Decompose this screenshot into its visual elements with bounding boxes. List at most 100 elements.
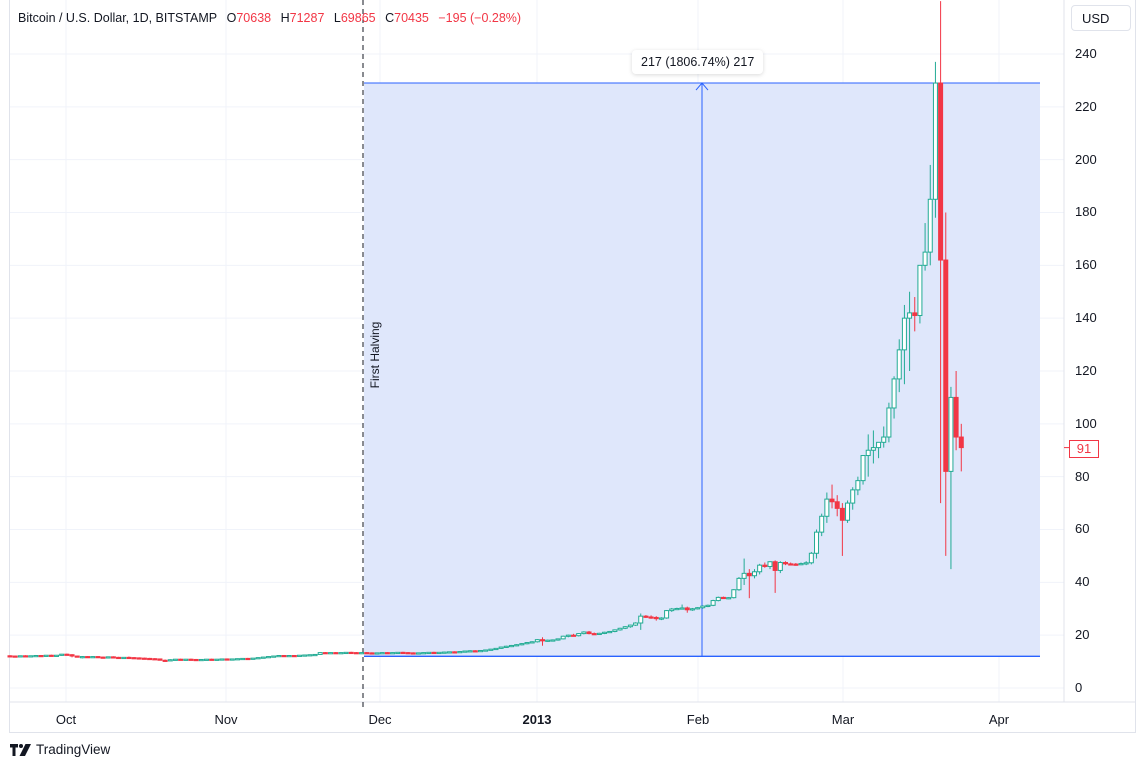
- candle-up: [664, 610, 670, 619]
- candle-up: [705, 604, 711, 608]
- candle-up: [581, 631, 587, 635]
- candle-up: [865, 449, 871, 457]
- candle-down: [7, 655, 13, 658]
- candle-up: [948, 396, 954, 472]
- candle-down: [38, 655, 44, 658]
- candle-up: [488, 648, 494, 651]
- candle-up: [477, 649, 483, 653]
- candle-up: [845, 502, 851, 521]
- candle-up: [436, 651, 442, 655]
- open-value: 70638: [236, 11, 272, 25]
- candle-down: [74, 655, 80, 658]
- candle-down: [348, 651, 354, 655]
- candle-up: [534, 639, 540, 643]
- candle-down: [720, 596, 726, 600]
- candle-down: [958, 436, 964, 449]
- candle-up: [881, 436, 887, 443]
- candle-down: [85, 656, 91, 659]
- candle-up: [808, 552, 814, 564]
- candle-up: [105, 656, 111, 659]
- candle-up: [359, 652, 365, 655]
- candle-up: [901, 317, 907, 351]
- candle-down: [69, 654, 75, 657]
- candle-up: [374, 652, 380, 655]
- candle-up: [446, 651, 452, 654]
- candle-down: [126, 656, 132, 660]
- candle-up: [260, 656, 266, 659]
- candle-up: [886, 407, 892, 438]
- candle-up: [379, 652, 385, 655]
- candle-up: [219, 658, 225, 661]
- candle-up: [426, 651, 432, 655]
- candle-down: [136, 657, 142, 660]
- candle-up: [307, 654, 313, 657]
- measure-arrow-head-icon: [695, 82, 709, 91]
- price-axis-label: 140: [1075, 310, 1097, 326]
- candle-down: [571, 634, 577, 637]
- candle-down: [23, 655, 29, 658]
- candle-up: [467, 650, 473, 653]
- candle-up: [819, 515, 825, 533]
- candle-down: [64, 653, 70, 656]
- candle-up: [286, 655, 292, 658]
- candle-up: [596, 632, 602, 636]
- close-label: C: [385, 11, 395, 25]
- candle-down: [209, 658, 215, 661]
- candle-down: [648, 616, 654, 619]
- symbol-description[interactable]: Bitcoin / U.S. Dollar, 1D, BITSTAMP: [18, 11, 218, 25]
- candle-down: [116, 656, 122, 660]
- candle-up: [731, 589, 737, 599]
- candle-up: [917, 264, 923, 317]
- candle-up: [441, 651, 447, 654]
- candle-up: [767, 561, 773, 567]
- candle-up: [824, 498, 830, 517]
- time-axis-label: Dec: [368, 712, 392, 727]
- candle-up: [457, 651, 463, 654]
- tradingview-branding[interactable]: TradingView: [10, 742, 110, 757]
- currency-button[interactable]: USD: [1071, 5, 1131, 31]
- candle-up: [803, 562, 809, 565]
- time-axis-label: Oct: [55, 712, 77, 727]
- candle-down: [410, 652, 416, 655]
- candle-up: [777, 562, 783, 571]
- candle-down: [834, 501, 840, 509]
- candle-down: [793, 563, 799, 566]
- candle-down: [291, 655, 297, 658]
- price-axis-label: 0: [1075, 680, 1083, 695]
- candle-up: [927, 198, 933, 253]
- candle-down: [188, 658, 194, 661]
- candle-up: [710, 600, 716, 606]
- candle-down: [591, 633, 597, 636]
- price-range-measure-label: 217 (1806.74%) 217: [632, 50, 764, 74]
- chart-frame: [9, 0, 1136, 733]
- candle-up: [798, 563, 804, 566]
- candle-down: [405, 652, 411, 655]
- candle-down: [141, 657, 147, 660]
- price-axis-label: 80: [1075, 468, 1090, 484]
- first-halving-label: First Halving: [368, 321, 382, 389]
- time-axis-label: 2013: [522, 712, 552, 727]
- candle-down: [772, 561, 778, 571]
- candle-down: [322, 652, 328, 655]
- candle-up: [17, 655, 23, 658]
- candle-down: [245, 657, 251, 661]
- candle-up: [876, 441, 882, 449]
- candle-up: [700, 605, 706, 609]
- candle-up: [658, 617, 664, 620]
- price-axis-label: 240: [1075, 45, 1097, 61]
- candle-down: [400, 651, 406, 655]
- candle-up: [741, 572, 747, 579]
- chart-legend: Bitcoin / U.S. Dollar, 1D, BITSTAMP O706…: [18, 11, 521, 25]
- candle-up: [483, 649, 489, 652]
- candle-up: [617, 627, 623, 631]
- candle-up: [891, 378, 897, 409]
- candle-up: [240, 657, 246, 661]
- candle-up: [627, 624, 633, 628]
- candle-up: [390, 652, 396, 655]
- candle-down: [12, 655, 18, 658]
- candle-up: [297, 654, 303, 657]
- candle-up: [508, 644, 514, 648]
- candle-up: [33, 655, 39, 658]
- candle-down: [452, 651, 458, 654]
